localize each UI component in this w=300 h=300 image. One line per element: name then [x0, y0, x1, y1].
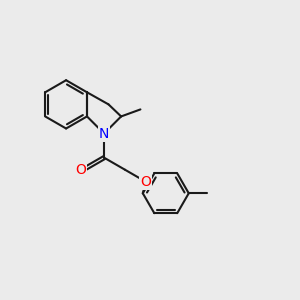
Text: N: N [99, 127, 109, 140]
Text: O: O [140, 175, 151, 189]
Text: O: O [75, 163, 86, 177]
